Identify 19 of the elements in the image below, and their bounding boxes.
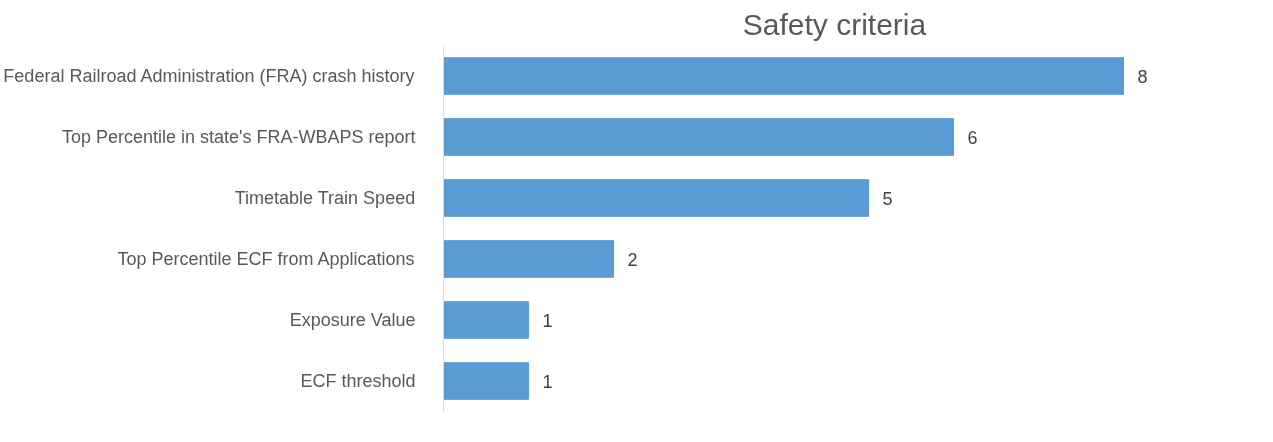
chart-title: Safety criteria xyxy=(742,7,927,41)
bar xyxy=(443,362,529,400)
y-tick-label: Timetable Train Speed xyxy=(234,188,416,208)
data-label: 1 xyxy=(542,371,553,392)
data-label: 6 xyxy=(967,127,978,148)
data-label: 2 xyxy=(627,249,638,270)
bar xyxy=(443,118,954,156)
bar xyxy=(443,179,869,217)
data-label: 1 xyxy=(542,310,553,331)
bar xyxy=(443,240,614,278)
data-label: 5 xyxy=(882,188,893,209)
y-tick-label: ECF threshold xyxy=(300,371,416,391)
bar xyxy=(443,301,529,339)
y-tick-label: Top Percentile in state's FRA-WBAPS report xyxy=(61,127,416,147)
y-tick-label: Exposure Value xyxy=(289,310,416,330)
y-tick-label: Federal Railroad Administration (FRA) crash history xyxy=(3,66,415,86)
data-label: 8 xyxy=(1137,66,1148,87)
bar xyxy=(443,57,1124,95)
y-tick-label: Top Percentile ECF from Applications xyxy=(117,249,415,269)
